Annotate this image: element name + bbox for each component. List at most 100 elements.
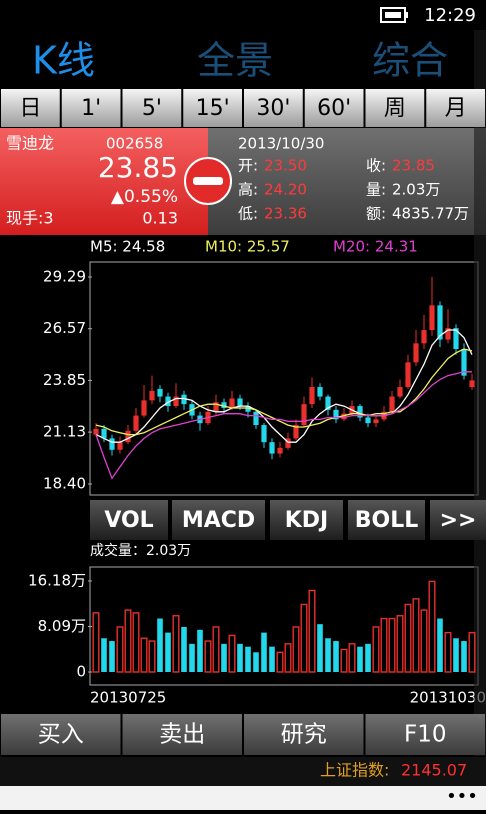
- field-label: 额:: [366, 205, 386, 223]
- period-button[interactable]: [122, 89, 182, 127]
- indicator-button[interactable]: [270, 500, 343, 540]
- volume-bar: [212, 626, 220, 673]
- action-button[interactable]: [365, 714, 486, 755]
- period-label[interactable]: 1': [81, 96, 101, 121]
- period-button[interactable]: [244, 89, 303, 127]
- volume-bar: [221, 643, 227, 673]
- action-button[interactable]: [244, 714, 364, 755]
- price: 23.85: [98, 151, 178, 184]
- quote-date: 2013/10/30: [238, 135, 324, 153]
- indicator-button[interactable]: [90, 500, 168, 540]
- app-bar: [0, 786, 486, 810]
- volume-bar: [189, 643, 195, 673]
- indicator-button[interactable]: [430, 500, 486, 540]
- period-label[interactable]: 周: [384, 96, 406, 121]
- period-label[interactable]: 5': [142, 96, 162, 121]
- stock-code: 002658: [106, 135, 163, 153]
- hand: 现手:3: [6, 209, 54, 228]
- volume-bar: [308, 589, 316, 673]
- volume-bar: [148, 640, 156, 673]
- volume-bar: [396, 615, 404, 673]
- candle-body: [133, 415, 139, 431]
- candle-body: [437, 305, 443, 340]
- detail-box: [208, 128, 486, 235]
- volume-bar: [261, 632, 267, 673]
- candle-body: [453, 328, 459, 350]
- period-label[interactable]: 月: [445, 96, 467, 121]
- period-button[interactable]: [61, 89, 121, 127]
- action-button[interactable]: [1, 714, 121, 755]
- volume-bar: [124, 609, 132, 673]
- indicator-label[interactable]: VOL: [104, 508, 153, 533]
- change-pct: ▲0.55%: [111, 187, 178, 207]
- indicator-label[interactable]: BOLL: [355, 508, 419, 533]
- volume-bar: [228, 634, 236, 673]
- tab[interactable]: 综合: [372, 39, 448, 83]
- period-label[interactable]: 日: [19, 96, 41, 121]
- volume-bar: [348, 643, 356, 673]
- candle-body: [333, 409, 339, 420]
- indicator-button[interactable]: [172, 500, 265, 540]
- x-tick-label: 20131030: [410, 689, 486, 707]
- candle-body: [469, 380, 475, 388]
- volume-bar: [444, 631, 452, 673]
- period-button[interactable]: [183, 89, 242, 127]
- volume-bar: [388, 617, 396, 673]
- volume-bar: [453, 638, 459, 673]
- tab[interactable]: 全景: [197, 39, 273, 83]
- field-value: 4835.77万: [392, 205, 469, 223]
- index-value: 2145.07: [401, 761, 467, 780]
- action-button[interactable]: [122, 714, 243, 755]
- volume-bar: [237, 643, 243, 673]
- y-tick-label: 29.29: [43, 268, 86, 286]
- field-value: 2.03万: [392, 181, 440, 199]
- field-label: 高:: [238, 181, 258, 199]
- candle-body: [173, 396, 179, 407]
- action-label[interactable]: 买入: [38, 722, 84, 748]
- period-label[interactable]: 30': [256, 96, 290, 121]
- ma-line: [95, 329, 473, 443]
- y-tick-label: 21.13: [43, 423, 86, 441]
- indicator-button[interactable]: [348, 500, 425, 540]
- ma-legend: M5: 24.58: [90, 238, 165, 256]
- indicator-label[interactable]: >>: [440, 508, 477, 533]
- volume-bar: [197, 629, 203, 673]
- candle-body: [365, 417, 371, 424]
- volume-bar: [437, 618, 443, 673]
- volume-bar: [412, 598, 420, 673]
- candle-body: [101, 428, 107, 439]
- field-label: 低:: [238, 205, 258, 223]
- volume-bar: [372, 626, 380, 673]
- y-tick-label: 16.18万: [28, 571, 86, 589]
- period-label[interactable]: 60': [317, 96, 351, 121]
- clock: 12:29: [424, 5, 476, 26]
- y-tick-label: 8.09万: [38, 617, 86, 635]
- period-button[interactable]: [1, 89, 60, 127]
- price-chart-frame: [89, 261, 479, 496]
- volume-bar: [428, 580, 436, 673]
- period-button[interactable]: [365, 89, 425, 127]
- period-button[interactable]: [304, 89, 364, 127]
- volume-bar: [253, 652, 259, 673]
- y-tick-label: 0: [76, 663, 86, 681]
- candle-body: [309, 387, 315, 405]
- battery-icon: [380, 7, 408, 23]
- indicator-label[interactable]: KDJ: [285, 508, 329, 533]
- period-label[interactable]: 15': [196, 96, 230, 121]
- remove-button[interactable]: [184, 157, 232, 205]
- field-label: 开:: [238, 157, 258, 175]
- action-label[interactable]: 卖出: [159, 722, 205, 748]
- more-button[interactable]: •••: [446, 786, 478, 807]
- volume-bar: [325, 638, 331, 673]
- action-label[interactable]: F10: [404, 722, 447, 748]
- field-value: 23.85: [392, 157, 435, 175]
- tab[interactable]: K线: [32, 39, 95, 83]
- candle-body: [269, 442, 275, 454]
- indicator-label[interactable]: MACD: [182, 508, 255, 533]
- candle-body: [221, 402, 227, 408]
- candle-body: [429, 305, 435, 331]
- action-label[interactable]: 研究: [281, 722, 327, 748]
- period-button[interactable]: [426, 89, 485, 127]
- volume-bar: [140, 637, 148, 673]
